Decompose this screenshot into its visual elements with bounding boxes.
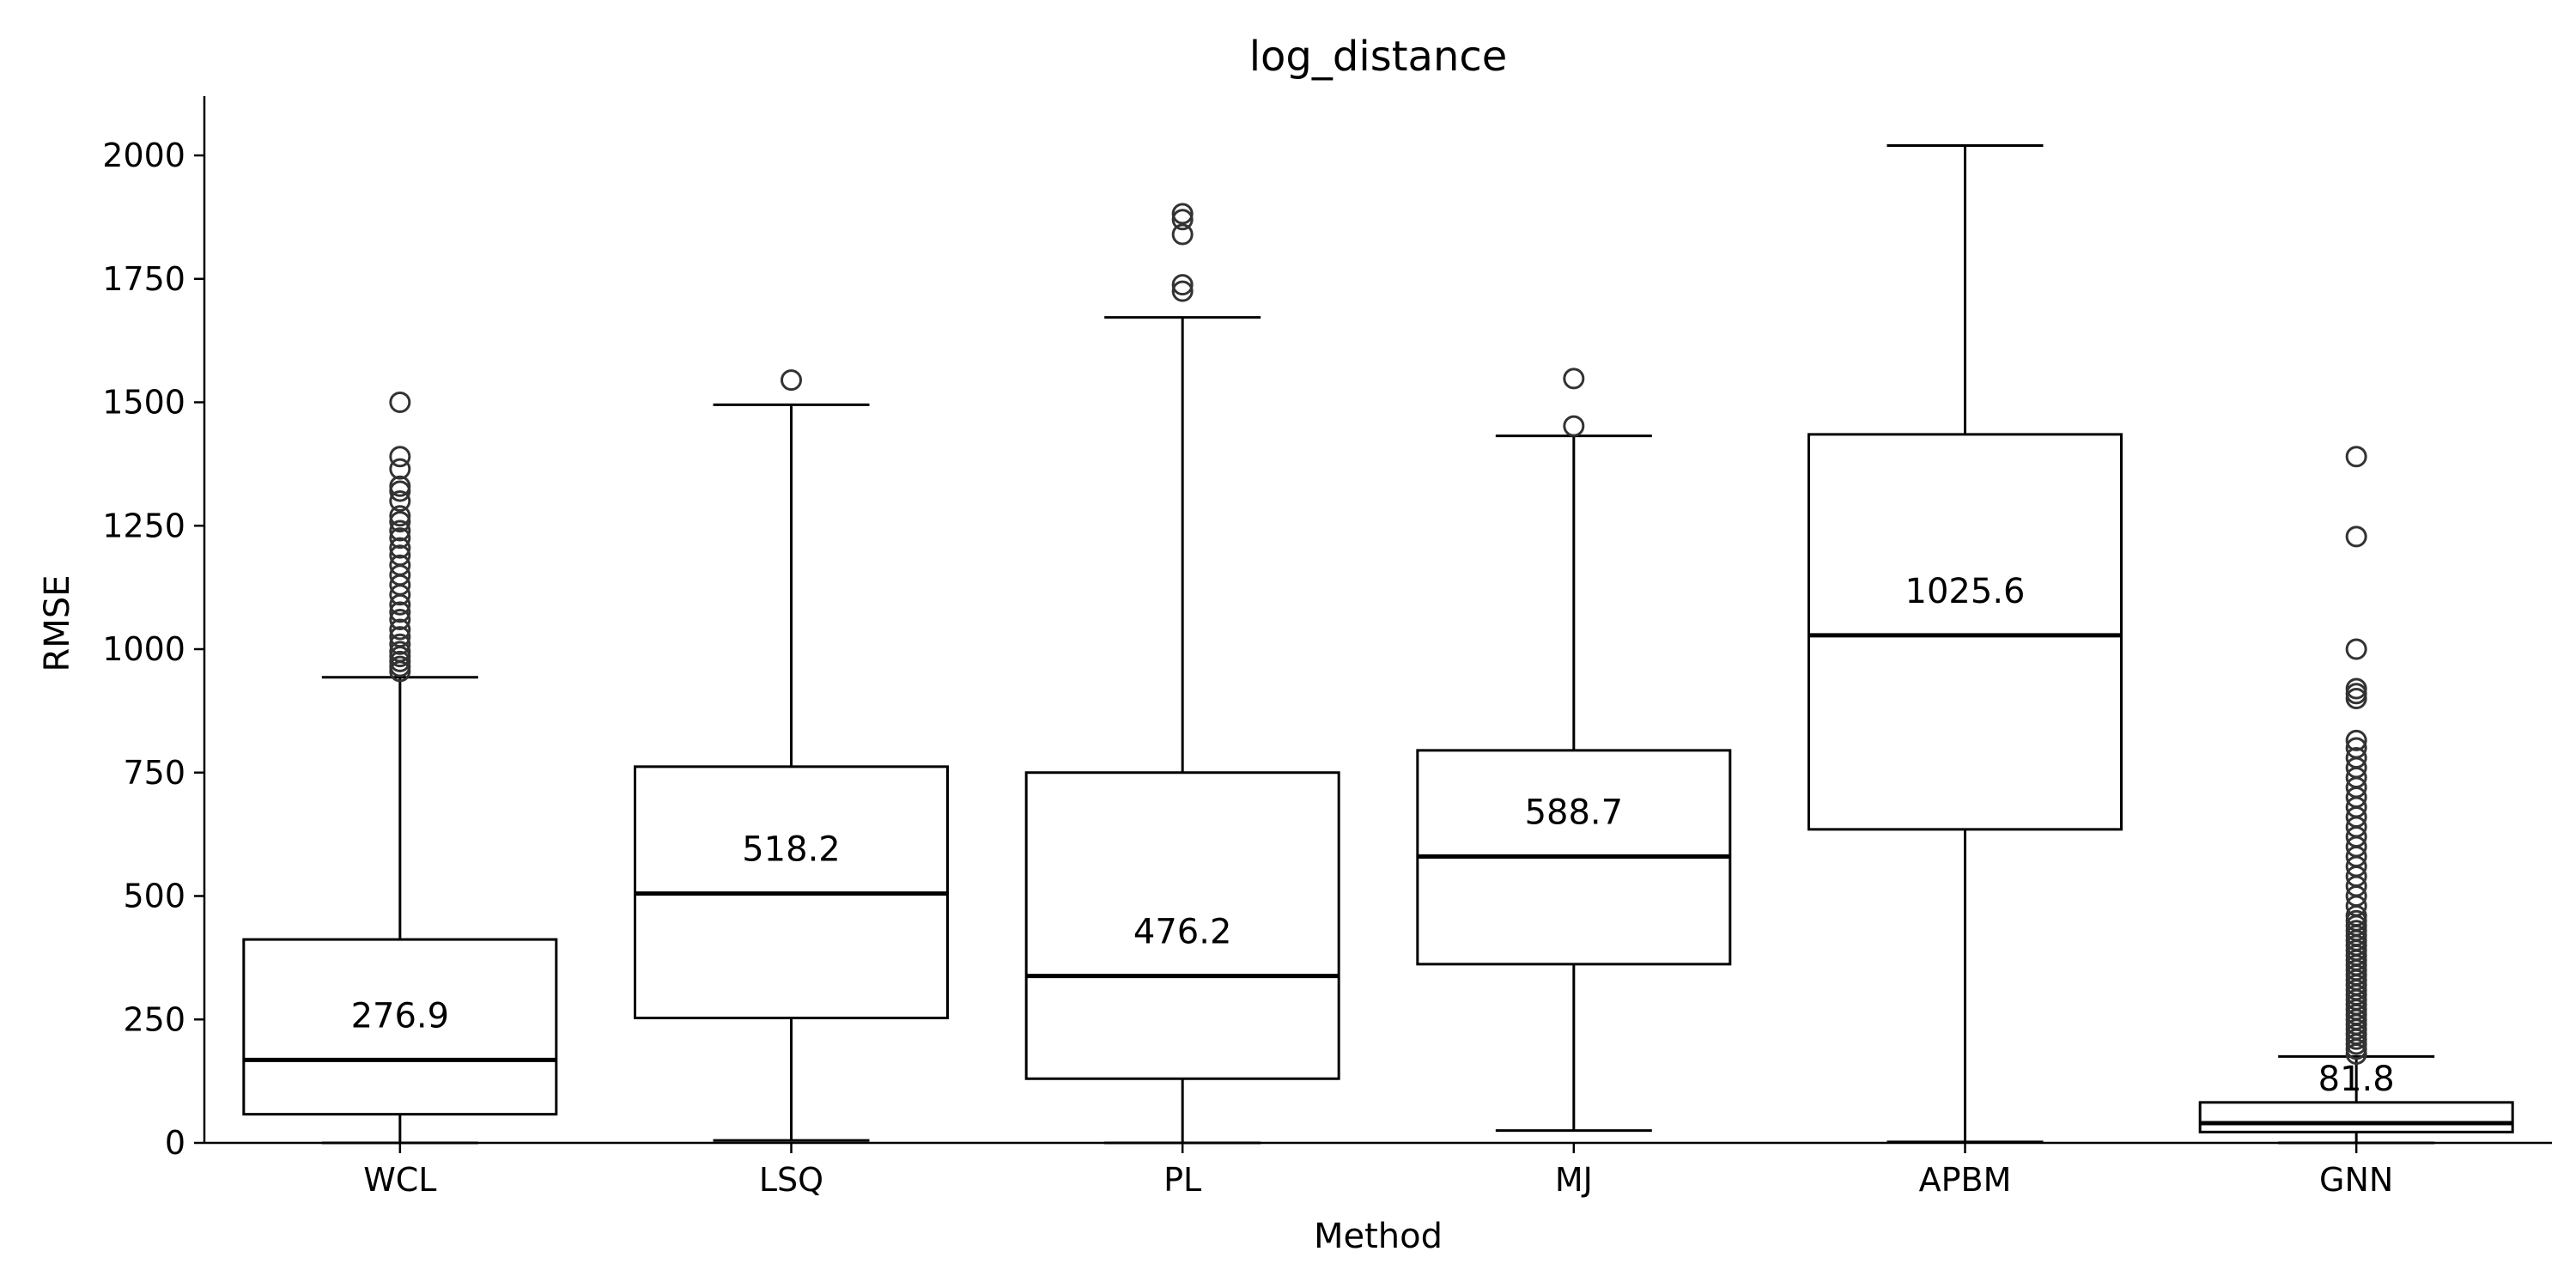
outlier-point (2345, 446, 2367, 468)
y-tick-label: 250 (123, 1000, 185, 1038)
outlier-point (389, 490, 411, 512)
outlier-point (1171, 280, 1194, 302)
x-tick-label: APBM (1919, 1161, 2012, 1199)
mean-value-label: 1025.6 (1905, 572, 2026, 611)
outlier-point (1171, 203, 1194, 225)
plot-area: 0 250 500 750 1000 1250 1500 1750 2000 WCL 276.9 LS… (102, 96, 2552, 1199)
iqr-box (242, 938, 558, 1116)
y-tick-label: 1500 (102, 384, 185, 422)
outlier-point (389, 519, 411, 542)
x-axis-label: Method (1314, 1217, 1443, 1256)
outlier-point (389, 618, 411, 641)
outlier-point (389, 475, 411, 497)
outlier-point (389, 446, 411, 468)
outlier-point (389, 527, 411, 550)
outlier-point (389, 554, 411, 576)
y-axis-label: RMSE (38, 575, 77, 672)
outlier-point (2345, 677, 2367, 700)
outlier-point (389, 601, 411, 623)
outlier-point (2345, 526, 2367, 548)
outlier-point (781, 369, 802, 392)
x-tick-label: MJ (1555, 1161, 1593, 1199)
outlier-point (389, 511, 411, 533)
outlier-point (2345, 737, 2367, 759)
y-tick-label: 750 (123, 754, 185, 792)
y-tick-label: 1000 (102, 630, 185, 668)
outlier-point (1171, 223, 1194, 246)
outlier-point (389, 544, 411, 567)
x-tick-label: GNN (2319, 1161, 2393, 1199)
chart-title: log_distance (1249, 33, 1508, 81)
mean-value-label: 588.7 (1525, 793, 1624, 833)
outlier-point (389, 633, 411, 655)
outlier-point (1563, 368, 1585, 390)
outlier-point (389, 626, 411, 648)
outlier-point (1171, 274, 1194, 296)
mean-value-label: 518.2 (742, 830, 841, 870)
mean-value-label: 476.2 (1133, 913, 1232, 952)
outlier-point (389, 505, 411, 527)
iqr-box (1024, 771, 1340, 1080)
mean-value-label: 276.9 (351, 996, 450, 1036)
iqr-box (2198, 1101, 2514, 1133)
mean-value-label: 81.8 (2318, 1060, 2395, 1099)
y-tick-label: 1750 (102, 260, 185, 298)
outlier-point (2345, 638, 2367, 660)
y-tick-label: 0 (165, 1124, 185, 1162)
x-tick-label: LSQ (759, 1161, 823, 1199)
outlier-point (1563, 415, 1585, 437)
x-tick-label: WCL (363, 1161, 436, 1199)
outlier-point (389, 609, 411, 630)
outlier-point (389, 392, 411, 413)
outlier-point (389, 641, 411, 663)
outlier-point (2345, 729, 2367, 751)
outlier-point (1171, 209, 1194, 231)
outlier-point (389, 458, 411, 480)
outlier-point (389, 537, 411, 559)
iqr-box (1807, 433, 2123, 831)
x-tick-label: PL (1163, 1161, 1201, 1199)
y-tick-label: 500 (123, 878, 185, 915)
y-tick-label: 1250 (102, 507, 185, 544)
outlier-point (2345, 747, 2367, 769)
y-tick-label: 2000 (102, 137, 185, 174)
